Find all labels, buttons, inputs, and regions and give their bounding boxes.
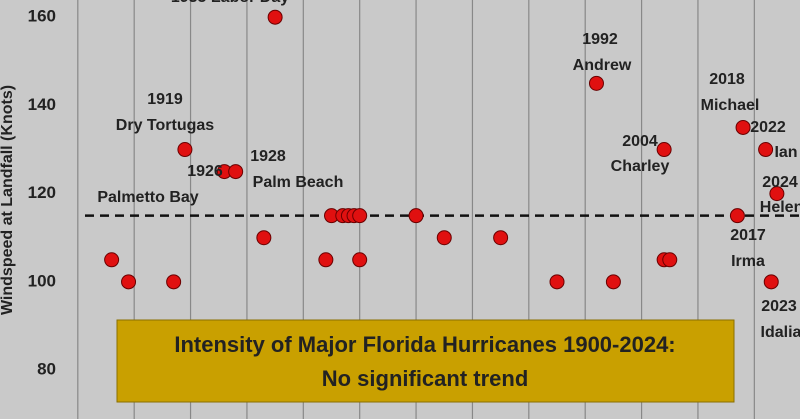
point (662, 252, 678, 268)
annotation: Palmetto Bay (97, 189, 198, 206)
point (267, 9, 283, 25)
point (352, 252, 368, 268)
point (177, 142, 193, 158)
annotation: 2018 (709, 71, 745, 88)
point (121, 274, 137, 290)
annotation: Michael (701, 97, 760, 114)
point (729, 208, 745, 224)
point (228, 164, 244, 180)
y-tick-label: 100 (28, 271, 56, 290)
point (318, 252, 334, 268)
annotation: Irma (731, 253, 765, 270)
point (408, 208, 424, 224)
annotation: Andrew (573, 57, 632, 74)
chart-title: Intensity of Major Florida Hurricanes 19… (174, 332, 675, 357)
annotation: Charley (611, 158, 670, 175)
point (735, 119, 751, 135)
annotation: 2024 (762, 174, 798, 191)
annotation: 2023 (761, 298, 797, 315)
y-tick-label: 120 (28, 183, 56, 202)
annotation: 1935 Labor Day (171, 0, 289, 6)
point (256, 230, 272, 246)
annotation: 2022 (750, 119, 786, 136)
annotation: 1928 (250, 148, 286, 165)
y-tick-label: 80 (37, 360, 56, 379)
annotation: Ian (774, 144, 797, 161)
point (493, 230, 509, 246)
y-axis-label: Windspeed at Landfall (Knots) (0, 85, 16, 315)
point (763, 274, 779, 290)
point (104, 252, 120, 268)
point (436, 230, 452, 246)
point (352, 208, 368, 224)
point (758, 142, 774, 158)
title-box (116, 319, 735, 403)
annotation: 2004 (622, 133, 658, 150)
y-tick-label: 140 (28, 95, 56, 114)
point (549, 274, 565, 290)
point (166, 274, 182, 290)
chart-subtitle: No significant trend (322, 366, 529, 391)
y-tick-label: 160 (28, 7, 56, 26)
point (605, 274, 621, 290)
annotation: Dry Tortugas (116, 117, 214, 134)
point (588, 75, 604, 91)
annotation: Idalia (761, 324, 800, 341)
annotation: 1926 (187, 163, 223, 180)
point (656, 142, 672, 158)
annotation: 2017 (730, 227, 766, 244)
annotation: 1992 (582, 31, 618, 48)
annotation: Palm Beach (253, 174, 344, 191)
annotation: Helene (760, 199, 800, 216)
point (769, 186, 785, 202)
annotation: 1919 (147, 91, 183, 108)
